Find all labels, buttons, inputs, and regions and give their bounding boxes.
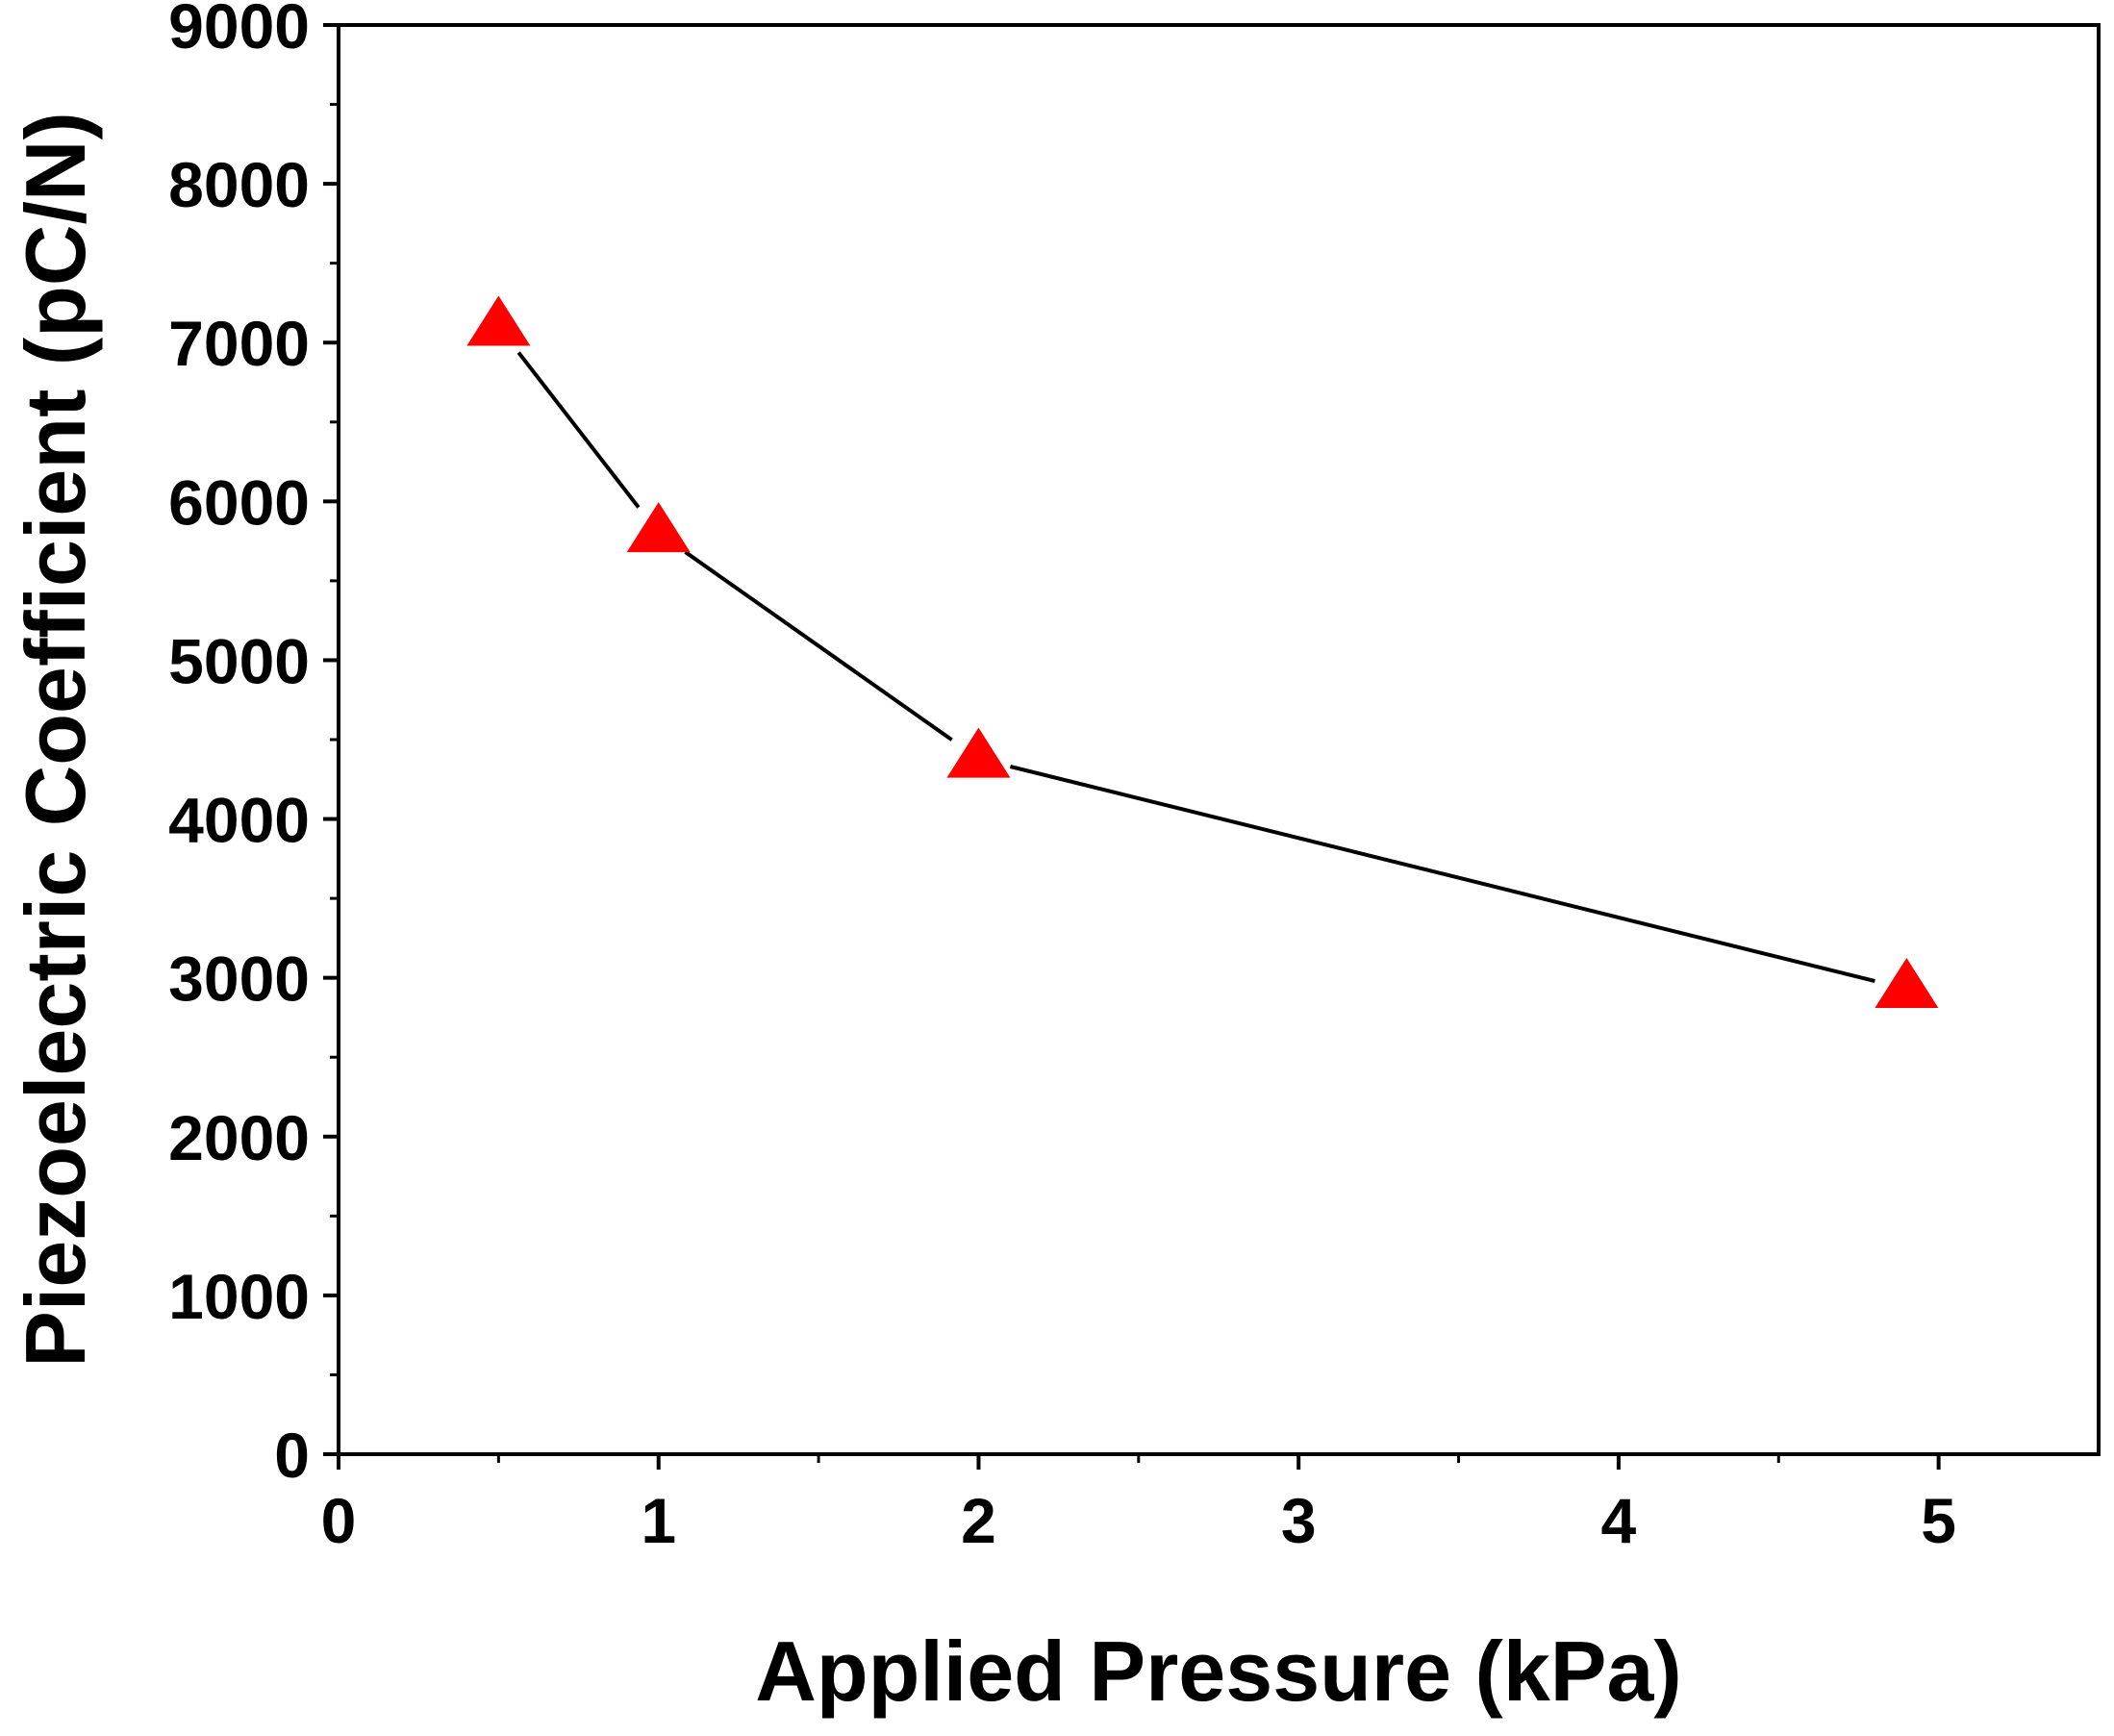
data-point-marker (946, 727, 1011, 778)
x-tick-label: 5 (1921, 1485, 1956, 1556)
x-axis-title: Applied Pressure (kPa) (755, 1623, 1681, 1719)
x-tick-label: 1 (641, 1485, 676, 1556)
y-tick-label: 9000 (168, 0, 310, 62)
y-tick-label: 6000 (168, 466, 310, 538)
x-tick-label: 3 (1281, 1485, 1317, 1556)
data-point-marker (626, 502, 691, 553)
y-axis-ticks: 0 1000 2000 3000 4000 5000 6000 7000 8000 9000 (168, 0, 339, 1491)
x-tick-label: 4 (1601, 1485, 1637, 1556)
data-point-marker (1875, 957, 1939, 1008)
series-line-segment (684, 550, 953, 742)
y-tick-label: 5000 (168, 625, 310, 696)
y-tick-label: 4000 (168, 785, 310, 856)
series-line-segment (516, 351, 641, 509)
y-tick-label: 1000 (168, 1261, 310, 1332)
y-tick-label: 8000 (168, 149, 310, 220)
y-tick-label: 0 (274, 1420, 310, 1491)
data-point-marker (466, 295, 531, 346)
plot-frame (337, 23, 2101, 1456)
y-tick-label: 2000 (168, 1102, 310, 1173)
y-axis-title: Piezoelectric Coefficient (pC/N) (8, 112, 103, 1368)
x-tick-label: 0 (321, 1485, 357, 1556)
series-line-segment (1009, 765, 1875, 983)
x-axis-ticks: 0 1 2 3 4 5 (321, 1454, 1956, 1556)
series-layer (466, 295, 1939, 1008)
y-tick-label: 7000 (168, 308, 310, 379)
y-tick-label: 3000 (168, 943, 310, 1015)
x-tick-label: 2 (961, 1485, 996, 1556)
